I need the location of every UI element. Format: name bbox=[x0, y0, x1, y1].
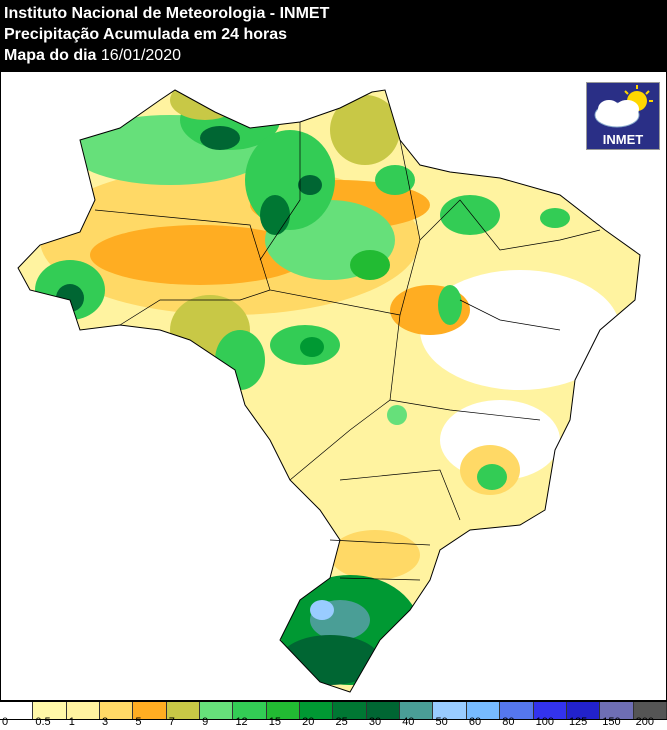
legend-label: 9 bbox=[202, 716, 209, 728]
legend-label: 50 bbox=[435, 716, 448, 728]
legend-swatch bbox=[66, 702, 101, 719]
legend-label: 7 bbox=[168, 716, 175, 728]
precipitation-map bbox=[17, 89, 641, 693]
legend-swatch bbox=[466, 702, 501, 719]
legend-swatch bbox=[33, 702, 67, 719]
map-date-line: Mapa do dia 16/01/2020 bbox=[0, 45, 667, 66]
map-subtitle: Precipitação Acumulada em 24 horas bbox=[4, 26, 288, 43]
legend-label: 200 bbox=[635, 716, 654, 728]
legend-swatch bbox=[200, 702, 234, 719]
legend-swatch bbox=[333, 702, 367, 719]
legend-swatch bbox=[300, 702, 334, 719]
legend-swatch bbox=[433, 702, 467, 719]
legend-label: 60 bbox=[468, 716, 482, 728]
legend-label: 3 bbox=[102, 716, 109, 728]
date-label: Mapa do dia bbox=[4, 47, 97, 64]
institute-title: Instituto Nacional de Meteorologia - INM… bbox=[4, 5, 330, 22]
legend-swatch bbox=[0, 702, 34, 719]
legend-label: 12 bbox=[235, 716, 248, 728]
legend-label: 5 bbox=[135, 716, 142, 728]
legend-label: 0.5 bbox=[35, 716, 51, 728]
legend-label: 40 bbox=[402, 716, 415, 728]
legend-swatch bbox=[266, 702, 301, 719]
legend-swatch bbox=[566, 702, 601, 719]
legend-swatch bbox=[133, 702, 167, 719]
legend-label: 100 bbox=[535, 716, 554, 728]
state-borders bbox=[94, 122, 601, 581]
date-value: 16/01/2020 bbox=[100, 47, 181, 64]
legend-labels: 0 0.5 1 3 5 7 9 12 15 20 25 30 40 50 60 80 100 125 150 200 bbox=[0, 716, 667, 730]
legend-swatch bbox=[366, 702, 401, 719]
legend-swatch bbox=[100, 702, 134, 719]
legend-label: 125 bbox=[568, 716, 588, 728]
legend-label: 25 bbox=[335, 716, 348, 728]
legend-label: 150 bbox=[602, 716, 621, 728]
color-scale-legend bbox=[0, 701, 667, 720]
legend-label: 80 bbox=[502, 716, 515, 728]
legend-label: 0 bbox=[2, 716, 9, 728]
legend-swatch bbox=[500, 702, 534, 719]
legend-label: 20 bbox=[302, 716, 315, 728]
legend-swatch bbox=[533, 702, 567, 719]
cloud-sun-icon bbox=[594, 85, 653, 128]
logo-text: INMET bbox=[602, 132, 644, 147]
map-header: Instituto Nacional de Meteorologia - INM… bbox=[0, 0, 667, 72]
legend-label: 1 bbox=[68, 716, 75, 728]
legend-swatch bbox=[166, 702, 201, 719]
legend-label: 30 bbox=[368, 716, 382, 728]
legend-swatch bbox=[233, 702, 267, 719]
brazil-outline bbox=[17, 89, 641, 693]
inmet-logo: INMET bbox=[586, 82, 660, 150]
legend-swatch bbox=[633, 702, 667, 719]
legend-label: 15 bbox=[268, 716, 282, 728]
legend-swatch bbox=[400, 702, 434, 719]
legend-swatch bbox=[600, 702, 634, 719]
